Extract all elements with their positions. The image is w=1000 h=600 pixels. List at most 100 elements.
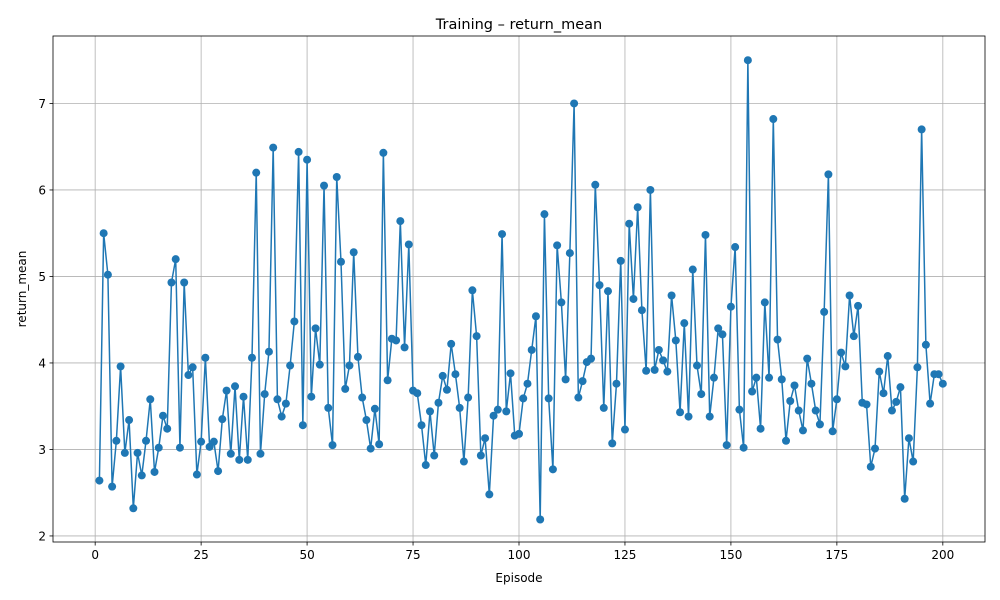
data-point <box>413 389 422 398</box>
data-point <box>264 347 273 356</box>
data-point <box>442 385 451 394</box>
data-point <box>222 386 231 395</box>
data-point <box>197 437 206 446</box>
data-point <box>875 367 884 376</box>
data-point <box>798 426 807 435</box>
data-point <box>756 424 765 433</box>
data-point <box>298 421 307 430</box>
x-tick-label: 125 <box>614 548 637 562</box>
data-point <box>175 443 184 452</box>
data-point <box>281 399 290 408</box>
data-point <box>341 384 350 393</box>
data-point <box>345 361 354 370</box>
data-point <box>256 449 265 458</box>
y-tick-label: 5 <box>38 270 46 284</box>
data-point <box>803 354 812 363</box>
data-point <box>307 392 316 401</box>
data-point <box>315 360 324 369</box>
data-point <box>709 373 718 382</box>
data-point <box>180 278 189 287</box>
data-point <box>370 404 379 413</box>
y-axis: 2 3 4 5 6 7 <box>38 97 53 543</box>
data-point <box>353 352 362 361</box>
x-axis: 0 25 50 75 100 125 150 175 200 <box>91 542 954 562</box>
data-point <box>277 412 286 421</box>
data-point <box>459 457 468 466</box>
data-point <box>667 291 676 300</box>
data-point <box>158 411 167 420</box>
data-point <box>523 379 532 388</box>
data-point <box>455 403 464 412</box>
data-point <box>112 436 121 445</box>
data-point <box>743 56 752 65</box>
data-point <box>650 365 659 374</box>
data-point <box>807 379 816 388</box>
data-point <box>760 298 769 307</box>
data-point <box>676 408 685 417</box>
data-point <box>892 397 901 406</box>
data-point <box>188 363 197 372</box>
data-point <box>154 443 163 452</box>
data-point <box>926 399 935 408</box>
data-point <box>697 390 706 399</box>
data-point <box>654 345 663 354</box>
data-point <box>735 405 744 414</box>
data-point <box>349 248 358 257</box>
data-point <box>171 255 180 264</box>
data-point <box>642 366 651 375</box>
data-point <box>447 339 456 348</box>
y-tick-label: 6 <box>38 183 46 197</box>
chart-title: Training – return_mean <box>435 17 602 33</box>
data-point <box>383 376 392 385</box>
data-point <box>125 416 134 425</box>
data-point <box>849 332 858 341</box>
data-point <box>468 286 477 295</box>
data-point <box>430 451 439 460</box>
data-point <box>604 287 612 296</box>
data-point <box>871 444 880 453</box>
data-point <box>396 217 405 226</box>
data-point <box>290 317 299 326</box>
data-point <box>828 427 837 436</box>
data-point <box>273 395 282 404</box>
data-point <box>324 403 333 412</box>
data-point <box>625 219 634 228</box>
data-point <box>693 361 702 370</box>
y-tick-label: 3 <box>38 443 46 457</box>
data-point <box>481 434 490 443</box>
data-point <box>146 395 155 404</box>
data-point <box>722 441 731 450</box>
data-point <box>379 148 388 157</box>
data-point <box>561 375 570 384</box>
data-point <box>400 343 409 352</box>
data-point <box>879 389 888 398</box>
data-point <box>913 363 922 372</box>
data-point <box>587 354 596 363</box>
data-point <box>226 449 235 458</box>
x-tick-label: 100 <box>508 548 531 562</box>
data-point <box>426 407 434 416</box>
y-tick-label: 7 <box>38 97 46 111</box>
data-point <box>129 504 138 513</box>
data-point <box>701 230 710 239</box>
data-point <box>824 170 833 179</box>
data-point <box>777 375 786 384</box>
data-point <box>375 440 384 449</box>
series-layer <box>95 56 947 524</box>
data-point <box>434 398 443 407</box>
data-point <box>883 352 892 361</box>
data-point <box>137 471 146 480</box>
data-point <box>620 425 629 434</box>
data-point <box>663 367 672 376</box>
x-tick-label: 0 <box>91 548 99 562</box>
data-point <box>773 335 782 344</box>
data-point <box>311 324 320 333</box>
data-point <box>252 168 261 177</box>
data-point <box>167 278 176 287</box>
data-point <box>103 270 112 279</box>
data-point <box>900 494 909 503</box>
data-point <box>239 392 248 401</box>
data-point <box>231 382 240 391</box>
data-point <box>684 412 693 421</box>
